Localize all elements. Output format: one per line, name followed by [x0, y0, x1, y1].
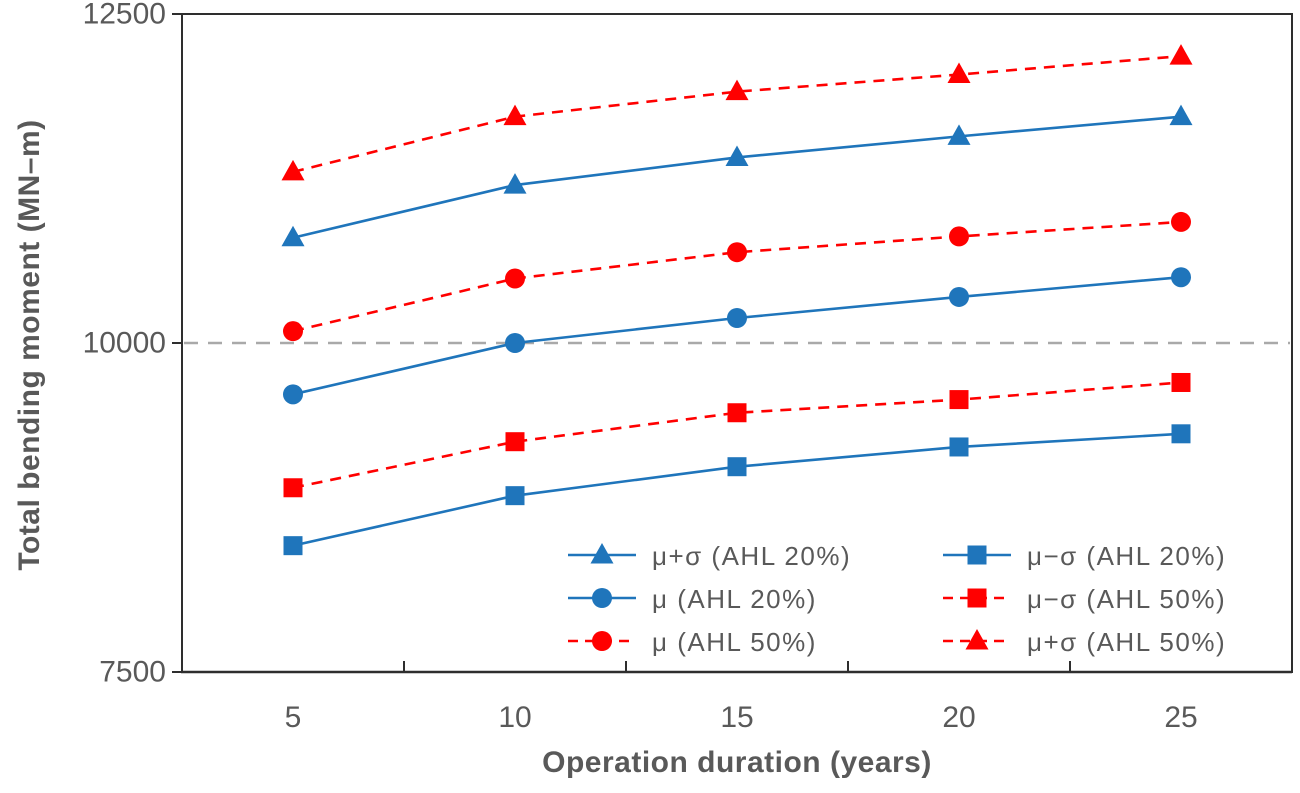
circle-marker: [1171, 267, 1191, 288]
square-icon: [967, 545, 987, 565]
square-marker: [283, 478, 303, 498]
circle-marker: [727, 242, 747, 263]
square-marker: [505, 432, 525, 452]
y-tick-label: 10000: [83, 327, 166, 360]
x-tick-label: 15: [720, 701, 753, 734]
circle-icon: [592, 631, 612, 651]
legend-entry-mu-minus-sigma-ahl20: μ−σ (AHL 20%): [943, 541, 1226, 571]
square-marker: [949, 390, 969, 410]
triangle-marker: [947, 62, 971, 84]
triangle-icon: [590, 543, 614, 564]
series-line-mu-ahl20: [292, 275, 1182, 396]
triangle-marker: [281, 225, 305, 247]
x-axis-title: Operation duration (years): [542, 746, 932, 779]
square-marker: [283, 536, 303, 556]
series-mu-ahl50: [283, 211, 1191, 342]
series-mu-plus-sigma-ahl20: [281, 104, 1193, 247]
circle-marker: [283, 384, 303, 405]
circle-marker: [505, 268, 525, 289]
y-tick-label: 12500: [83, 0, 166, 31]
triangle-marker: [281, 159, 305, 181]
legend-label: μ−σ (AHL 20%): [1027, 541, 1226, 571]
legend-label: μ+σ (AHL 50%): [1027, 627, 1226, 657]
square-marker: [505, 486, 525, 506]
series-line-mu-minus-sigma-ahl20: [292, 432, 1182, 547]
x-tick-label: 10: [498, 701, 531, 734]
triangle-marker: [503, 104, 527, 126]
series-line-mu-minus-sigma-ahl50: [292, 381, 1182, 490]
legend-label: μ+σ (AHL 20%): [652, 541, 851, 571]
circle-marker: [283, 321, 303, 342]
circle-marker: [949, 286, 969, 307]
triangle-marker: [725, 145, 749, 166]
triangle-marker: [725, 79, 749, 101]
series-line-mu-plus-sigma-ahl20: [292, 115, 1182, 239]
legend-entry-mu-plus-sigma-ahl50: μ+σ (AHL 50%): [943, 627, 1226, 657]
triangle-marker: [1169, 104, 1193, 126]
series-mu-minus-sigma-ahl20: [283, 424, 1191, 556]
triangle-marker: [947, 124, 971, 145]
circle-icon: [592, 588, 612, 608]
circle-marker: [949, 226, 969, 247]
square-marker: [949, 437, 969, 457]
y-axis-title: Total bending moment (MN–m): [13, 119, 46, 571]
square-icon: [967, 588, 987, 608]
square-marker: [727, 457, 747, 477]
x-tick-label: 5: [285, 701, 302, 734]
circle-marker: [505, 333, 525, 353]
square-marker: [1171, 424, 1191, 444]
legend-label: μ (AHL 50%): [652, 627, 817, 657]
legend-entry-mu-minus-sigma-ahl50: μ−σ (AHL 50%): [943, 584, 1226, 614]
triangle-icon: [965, 629, 989, 650]
series-mu-minus-sigma-ahl50: [283, 372, 1191, 498]
series-line-mu-ahl50: [292, 220, 1182, 333]
triangle-marker: [503, 173, 527, 194]
x-tick-label: 20: [942, 701, 975, 734]
legend-entry-mu-ahl20: μ (AHL 20%): [568, 584, 817, 614]
x-tick-label: 25: [1164, 701, 1197, 734]
series-mu-plus-sigma-ahl50: [281, 44, 1193, 181]
triangle-marker: [1169, 44, 1193, 65]
legend-label: μ−σ (AHL 50%): [1027, 584, 1226, 614]
y-tick-label: 7500: [99, 656, 166, 689]
series-line-mu-plus-sigma-ahl50: [292, 54, 1182, 174]
legend-entry-mu-ahl50: μ (AHL 50%): [568, 627, 817, 657]
circle-marker: [1171, 211, 1191, 232]
legend-entry-mu-plus-sigma-ahl20: μ+σ (AHL 20%): [568, 541, 851, 571]
square-marker: [1171, 372, 1191, 392]
legend-label: μ (AHL 20%): [652, 584, 817, 614]
square-marker: [727, 403, 747, 423]
series-mu-ahl20: [283, 267, 1191, 405]
circle-marker: [727, 307, 747, 328]
